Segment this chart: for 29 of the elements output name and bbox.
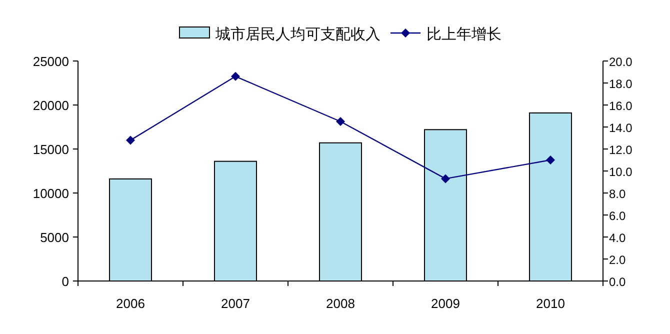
y2-tick-label: 4.0: [609, 231, 626, 245]
x-tick-label: 2010: [536, 296, 565, 311]
y2-tick-label: 12.0: [609, 143, 633, 157]
legend-label: 比上年增长: [426, 26, 502, 43]
y2-tick-label: 0.0: [609, 275, 626, 289]
y-tick-label: 20000: [32, 98, 69, 113]
y-tick-label: 0: [62, 274, 69, 289]
y-tick-label: 10000: [32, 186, 69, 201]
point: [336, 117, 345, 126]
y2-tick-label: 16.0: [609, 99, 633, 113]
y2-tick-label: 18.0: [609, 77, 633, 91]
y2-tick-label: 10.0: [609, 165, 633, 179]
point: [231, 72, 240, 81]
y2-tick-label: 2.0: [609, 253, 626, 267]
point: [546, 156, 555, 164]
y-tick-label: 15000: [32, 142, 69, 157]
y-tick-label: 25000: [32, 54, 69, 69]
x-tick-label: 2009: [431, 296, 460, 311]
y2-tick-label: 6.0: [609, 209, 626, 223]
y-tick-label: 5000: [40, 230, 69, 245]
legend-label: 城市居民人均可支配收入: [214, 26, 380, 43]
x-tick-label: 2008: [326, 296, 355, 311]
x-tick-label: 2006: [116, 296, 145, 311]
y2-tick-label: 14.0: [609, 121, 633, 135]
x-tick-label: 2007: [221, 296, 250, 311]
point: [126, 136, 135, 145]
y2-tick-label: 20.0: [609, 55, 633, 69]
point: [441, 174, 450, 184]
y2-tick-label: 8.0: [609, 187, 626, 201]
